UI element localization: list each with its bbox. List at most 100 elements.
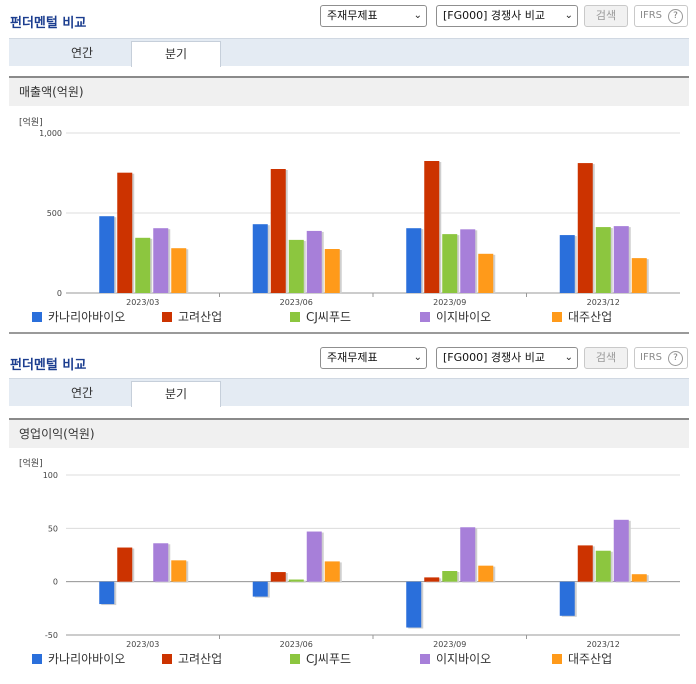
legend-label: 카나리아바이오 [48, 652, 126, 666]
bar-series-3 [613, 519, 629, 582]
chart-legend: 카나리아바이오 고려산업 CJ씨푸드 이지바이오 대주산업 [32, 310, 632, 326]
x-tick-label: 2023/12 [587, 298, 620, 307]
legend-swatch [420, 312, 430, 322]
bar-series-2 [135, 237, 151, 293]
search-button[interactable]: 검색 [584, 347, 628, 369]
peer-select-value: [FG000] 경쟁사 비교 [443, 351, 546, 364]
chart-heading: 매출액(억원) [9, 76, 689, 106]
bar-series-4 [631, 574, 647, 582]
peer-select[interactable]: [FG000] 경쟁사 비교 ⌄ [436, 5, 578, 27]
bar-series-2 [442, 571, 458, 582]
legend-label: CJ씨푸드 [306, 310, 352, 324]
tab-annual[interactable]: 연간 [70, 46, 94, 60]
legend-swatch [420, 654, 430, 664]
legend-label: CJ씨푸드 [306, 652, 352, 666]
unit-label: [억원] [19, 118, 43, 128]
bar-series-1 [270, 169, 286, 293]
legend-swatch [32, 654, 42, 664]
legend-label: 고려산업 [178, 652, 223, 666]
panel-title: 펀더멘털 비교 [10, 358, 87, 373]
ifrs-label: IFRS [640, 10, 662, 21]
bar-series-1 [424, 577, 440, 582]
y-tick-label: 50 [48, 524, 58, 533]
legend-label: 대주산업 [568, 310, 613, 324]
bar-series-0 [559, 235, 575, 293]
bar-series-1 [270, 572, 286, 582]
legend-swatch [290, 312, 300, 322]
statement-select[interactable]: 주재무제표 ⌄ [320, 347, 427, 369]
legend-swatch [162, 312, 172, 322]
bar-series-0 [406, 228, 422, 293]
bar-series-1 [117, 172, 133, 293]
bar-series-4 [324, 561, 340, 582]
bar-series-4 [478, 565, 494, 582]
bar-series-3 [613, 226, 629, 293]
peer-select-value: [FG000] 경쟁사 비교 [443, 9, 546, 22]
tab-annual[interactable]: 연간 [70, 386, 94, 400]
revenue-chart: 0 500 1,000 2023/03 2023/06 2023/09 2023/12 [39, 129, 680, 307]
unit-label: [억원] [19, 459, 43, 469]
bar-series-4 [324, 249, 340, 293]
bar-series-0 [252, 581, 268, 597]
x-tick-label: 2023/06 [280, 640, 313, 649]
x-tick-label: 2023/06 [280, 298, 313, 307]
chart-legend: 카나리아바이오 고려산업 CJ씨푸드 이지바이오 대주산업 [32, 652, 632, 668]
legend-label: 고려산업 [178, 310, 223, 324]
legend-label: 카나리아바이오 [48, 310, 126, 324]
y-tick-label: 100 [43, 471, 58, 480]
x-tick-label: 2023/03 [126, 298, 159, 307]
bar-series-0 [559, 581, 575, 616]
bar-series-0 [99, 581, 115, 605]
ifrs-help-button[interactable]: IFRS ? [634, 5, 688, 27]
period-tabs: 연간 분기 [9, 378, 689, 407]
bar-series-4 [171, 560, 187, 582]
help-icon: ? [668, 351, 683, 366]
bar-series-4 [171, 248, 187, 293]
bar-series-0 [252, 224, 268, 293]
y-tick-label: -50 [45, 631, 58, 640]
operating-profit-chart: -50 0 50 100 2023/03 2023/06 2023/09 2023/12 [43, 471, 680, 649]
chevron-down-icon: ⌄ [564, 10, 573, 21]
bar-series-1 [577, 545, 593, 582]
peer-select[interactable]: [FG000] 경쟁사 비교 ⌄ [436, 347, 578, 369]
bar-series-3 [306, 230, 322, 293]
statement-select-value: 주재무제표 [327, 9, 378, 22]
legend-label: 이지바이오 [436, 310, 492, 324]
statement-select[interactable]: 주재무제표 ⌄ [320, 5, 427, 27]
bar-series-1 [117, 547, 133, 582]
bar-series-2 [595, 227, 611, 293]
bar-series-3 [460, 229, 476, 293]
chart-heading: 영업이익(억원) [9, 418, 689, 448]
chevron-down-icon: ⌄ [564, 352, 573, 363]
bar-series-3 [460, 527, 476, 582]
bar-series-3 [153, 228, 169, 293]
y-tick-label: 500 [47, 209, 62, 218]
bar-series-4 [631, 258, 647, 293]
legend-label: 대주산업 [568, 652, 613, 666]
x-tick-label: 2023/09 [433, 298, 466, 307]
bar-series-2 [288, 579, 304, 582]
legend-swatch [162, 654, 172, 664]
search-button[interactable]: 검색 [584, 5, 628, 27]
bar-series-3 [306, 531, 322, 582]
chevron-down-icon: ⌄ [413, 10, 422, 21]
tab-quarterly[interactable]: 분기 [131, 381, 221, 407]
bar-series-1 [577, 163, 593, 293]
y-tick-label: 1,000 [39, 129, 62, 138]
bar-series-2 [442, 234, 458, 293]
panel-title: 펀더멘털 비교 [10, 16, 87, 31]
legend-swatch [32, 312, 42, 322]
ifrs-help-button[interactable]: IFRS ? [634, 347, 688, 369]
statement-select-value: 주재무제표 [327, 351, 378, 364]
chevron-down-icon: ⌄ [413, 352, 422, 363]
ifrs-label: IFRS [640, 352, 662, 363]
bar-series-4 [478, 253, 494, 293]
bar-series-0 [406, 581, 422, 628]
fundamental-panel-2: 펀더멘털 비교 주재무제표 ⌄ [FG000] 경쟁사 비교 ⌄ 검색 IFRS… [0, 342, 696, 684]
legend-swatch [552, 654, 562, 664]
legend-swatch [290, 654, 300, 664]
x-tick-label: 2023/09 [433, 640, 466, 649]
tab-quarterly[interactable]: 분기 [131, 41, 221, 67]
legend-label: 이지바이오 [436, 652, 492, 666]
legend-swatch [552, 312, 562, 322]
